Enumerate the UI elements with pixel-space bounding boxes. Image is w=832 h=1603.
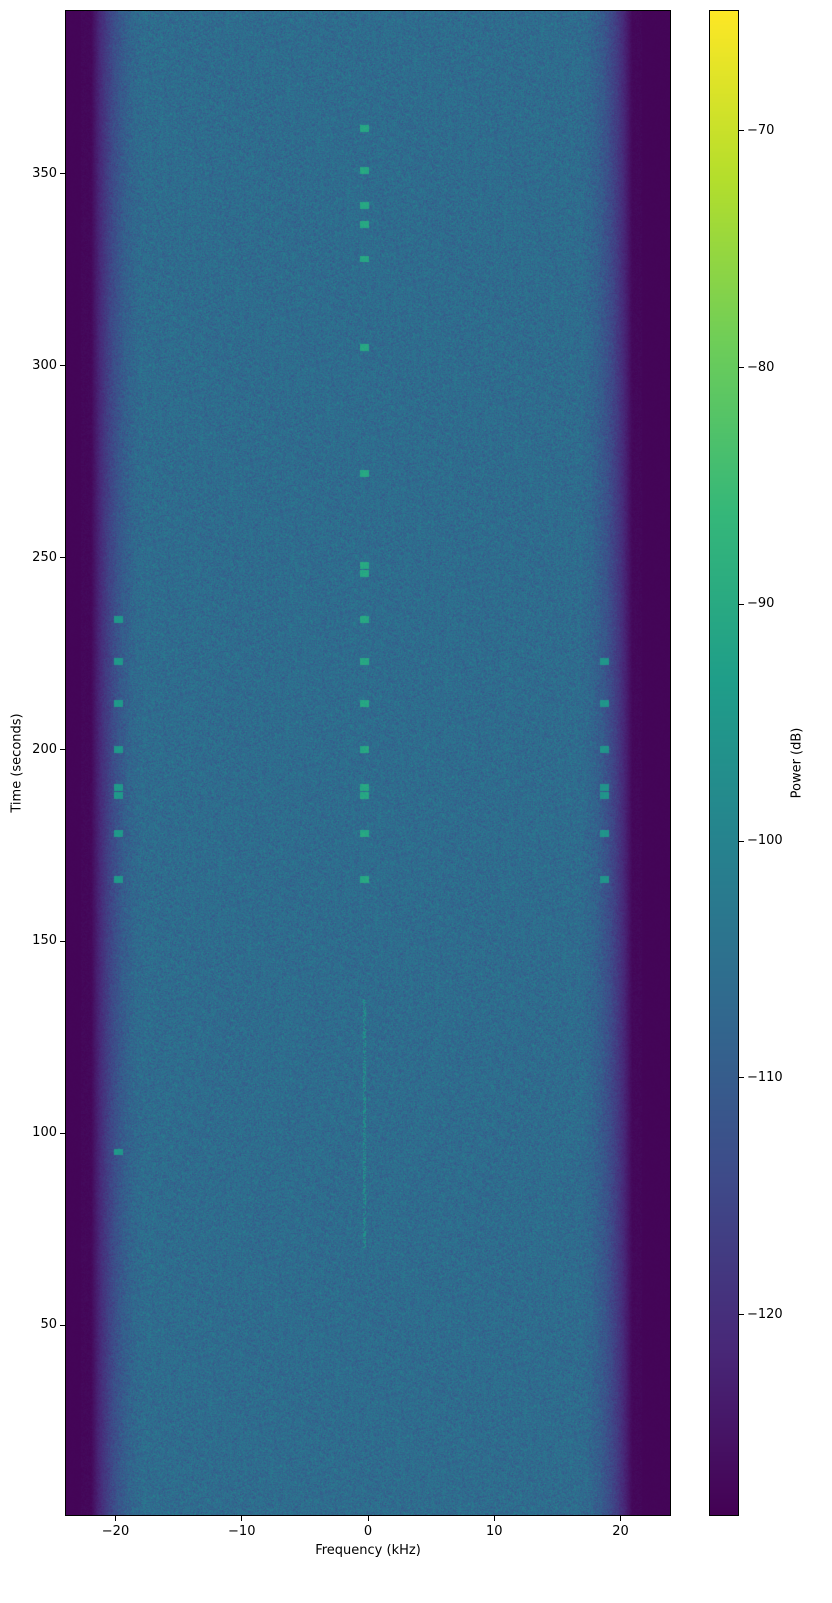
y-tick-label: 200	[32, 741, 57, 757]
colorbar-tick-mark	[739, 603, 744, 605]
plot-area	[65, 10, 671, 1516]
x-tick-label: 10	[485, 1524, 503, 1539]
spectrogram-image	[66, 11, 670, 1515]
y-tick-mark	[60, 1132, 65, 1134]
x-tick-mark	[620, 1516, 621, 1521]
y-tick-mark	[60, 1324, 65, 1326]
y-tick-label: 300	[32, 357, 57, 373]
y-tick-mark	[60, 557, 65, 559]
colorbar-tick-mark	[739, 130, 744, 132]
x-tick-label: −10	[228, 1524, 256, 1539]
y-tick-label: 250	[32, 549, 57, 565]
y-tick-label: 100	[32, 1125, 57, 1141]
colorbar-tick-mark	[739, 1077, 744, 1079]
y-tick-label: 50	[40, 1317, 57, 1333]
colorbar-label: Power (dB)	[789, 727, 805, 799]
colorbar-tick-label: −90	[747, 596, 775, 612]
x-tick-mark	[367, 1516, 369, 1521]
colorbar	[709, 10, 739, 1516]
x-axis-label: Frequency (kHz)	[315, 1543, 421, 1558]
colorbar-tick-label: −70	[747, 122, 775, 138]
x-tick-label: 20	[612, 1524, 629, 1539]
y-tick-label: 150	[32, 933, 57, 949]
colorbar-tick-label: −120	[747, 1306, 783, 1322]
colorbar-tick-mark	[739, 1314, 744, 1316]
x-tick-mark	[241, 1516, 243, 1521]
x-tick-label: 0	[363, 1524, 373, 1539]
y-tick-label: 350	[32, 165, 57, 181]
y-axis-label: Time (seconds)	[9, 713, 25, 813]
y-tick-mark	[60, 940, 65, 942]
colorbar-tick-label: −110	[747, 1069, 783, 1085]
colorbar-tick-mark	[739, 367, 744, 369]
x-tick-label: −20	[101, 1524, 130, 1539]
y-tick-mark	[60, 749, 65, 751]
colorbar-tick-mark	[739, 840, 744, 842]
colorbar-tick-label: −100	[747, 833, 783, 849]
x-tick-mark	[115, 1516, 116, 1521]
x-tick-mark	[493, 1516, 495, 1521]
y-tick-mark	[60, 365, 65, 367]
colorbar-tick-label: −80	[747, 359, 775, 375]
y-tick-mark	[60, 173, 65, 175]
colorbar-gradient	[710, 11, 738, 1515]
